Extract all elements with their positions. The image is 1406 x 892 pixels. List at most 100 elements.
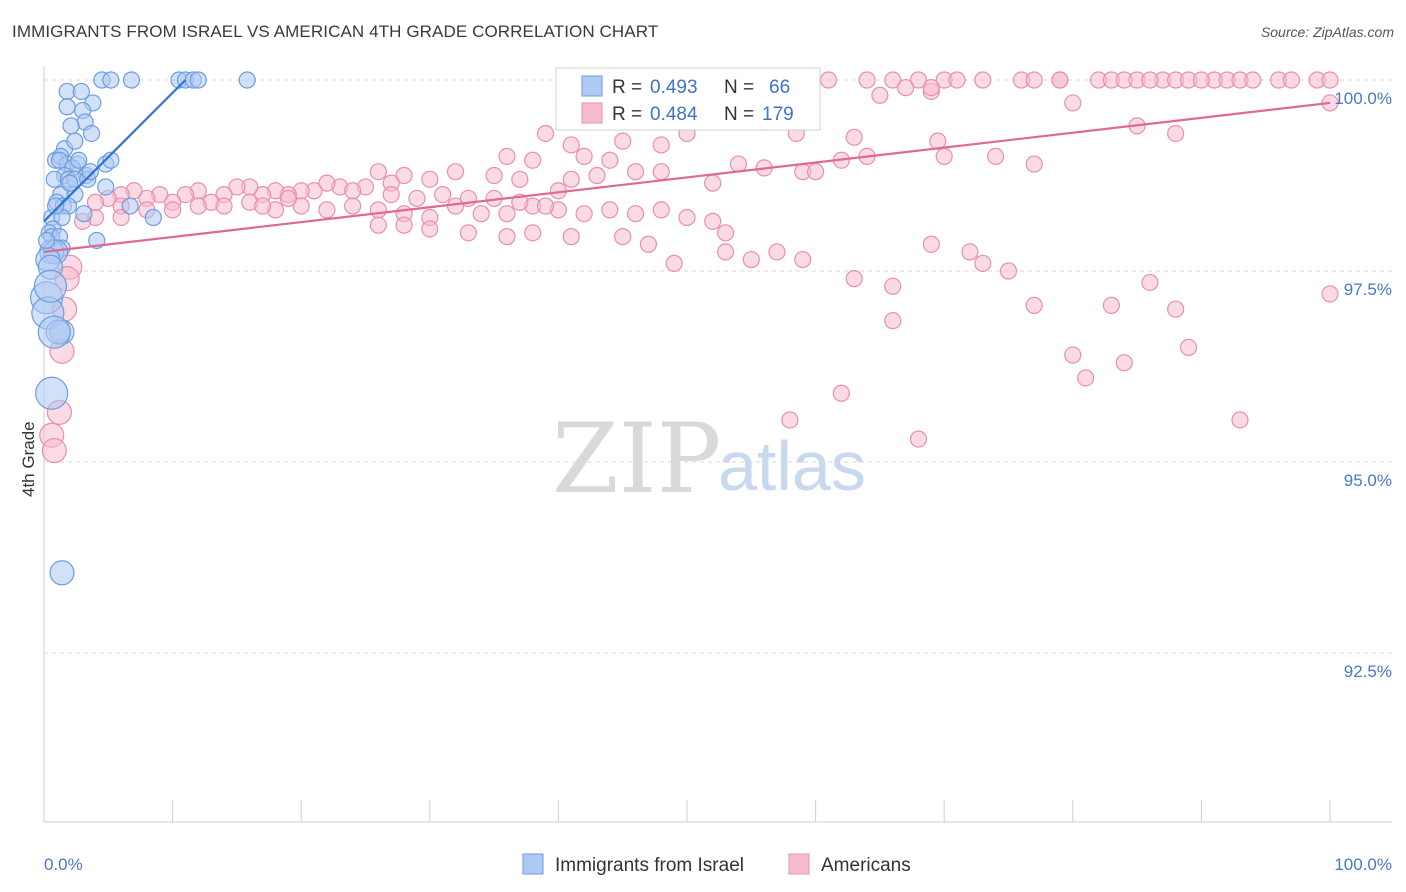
american-point [1179, 338, 1198, 356]
american-point [575, 147, 593, 165]
american-point [716, 243, 735, 261]
american-point [344, 182, 362, 200]
american-point [1025, 296, 1043, 314]
legend-n-value-1: 66 [769, 77, 790, 98]
american-point [369, 163, 387, 181]
american-point [742, 250, 760, 269]
bottom-legend: Immigrants from Israel Americans [522, 853, 911, 876]
american-point [524, 224, 542, 242]
legend-n-label-1: N = [724, 77, 754, 98]
american-point [485, 166, 503, 185]
american-point [318, 174, 336, 192]
american-point [588, 166, 606, 185]
legend-swatch-americans [581, 102, 603, 124]
american-point [1077, 369, 1095, 387]
american-point [729, 155, 748, 173]
israel-point [97, 178, 115, 196]
source-note: Source: ZipAtlas.com [1260, 24, 1394, 40]
american-point [832, 384, 850, 402]
bottom-legend-label-americans: Americans [821, 855, 911, 876]
american-point [86, 193, 105, 211]
israel-point [61, 174, 79, 192]
american-point [279, 189, 297, 208]
american-point [794, 250, 812, 269]
american-point [292, 197, 310, 215]
y-tick-label: 100.0% [1334, 89, 1392, 108]
x-tick-labels: 0.0% 100.0% [44, 855, 1392, 874]
israel-point [144, 208, 162, 227]
bottom-legend-swatch-americans [788, 853, 810, 875]
american-point [922, 235, 940, 253]
american-point [884, 312, 902, 330]
israel-point [62, 117, 80, 135]
legend-n-label-2: N = [724, 104, 754, 125]
israel-point [189, 71, 207, 89]
american-point [935, 147, 953, 165]
american-point [884, 277, 902, 295]
legend-box: R = 0.493 N = 66 R = 0.484 N = 179 [555, 67, 821, 131]
american-point [626, 205, 645, 223]
american-point [1025, 71, 1043, 89]
legend-r-label-1: R = [612, 77, 642, 98]
watermark: ZIP atlas [552, 403, 866, 515]
chart-title: IMMIGRANTS FROM ISRAEL VS AMERICAN 4TH G… [12, 22, 659, 41]
israel-point [81, 163, 99, 181]
israel-point [82, 124, 101, 143]
legend-r-label-2: R = [612, 104, 642, 125]
american-point [1167, 300, 1185, 318]
american-point [999, 262, 1018, 280]
american-point [408, 189, 426, 208]
x-tick-label: 0.0% [44, 855, 83, 874]
y-axis-title: 4th Grade [19, 421, 38, 497]
american-point [369, 201, 387, 219]
american-point [678, 208, 696, 227]
trendlines [43, 79, 1331, 253]
american-point [536, 124, 555, 143]
american-point [498, 205, 516, 223]
american-point [626, 163, 645, 181]
legend-r-value-1: 0.493 [650, 77, 698, 98]
american-point [189, 197, 207, 215]
american-point [871, 86, 889, 104]
american-point [498, 147, 516, 165]
american-point [228, 178, 246, 196]
legend-n-value-2: 179 [762, 104, 794, 125]
american-point [562, 136, 580, 154]
gridlines [44, 79, 1392, 654]
american-point [421, 170, 439, 188]
american-point [1115, 354, 1133, 372]
american-point [652, 163, 670, 181]
american-point [254, 197, 272, 215]
israel-point [75, 205, 93, 223]
israel-point [72, 82, 90, 101]
american-point [498, 228, 516, 246]
american-point [421, 220, 439, 238]
american-point [948, 71, 966, 89]
american-point [639, 235, 658, 253]
watermark-atlas: atlas [718, 427, 866, 505]
israel-point [50, 151, 69, 169]
legend-r-value-2: 0.484 [650, 104, 698, 125]
israel-point [238, 71, 256, 89]
american-point [1321, 71, 1339, 89]
american-point [176, 186, 195, 204]
american-point [318, 201, 336, 219]
american-point [434, 186, 452, 204]
american-point [562, 170, 580, 188]
american-point [395, 166, 413, 185]
american-point [665, 254, 683, 272]
israel-point [35, 376, 69, 410]
american-point [472, 205, 490, 223]
american-point [1025, 155, 1043, 173]
bottom-legend-label-israel: Immigrants from Israel [555, 855, 744, 876]
american-point [845, 128, 863, 146]
american-point [562, 228, 580, 246]
american-point [369, 216, 387, 234]
y-tick-label: 95.0% [1344, 471, 1392, 490]
american-point [164, 201, 182, 219]
american-point [1141, 273, 1159, 292]
american-point [897, 79, 915, 97]
american-point [41, 437, 67, 464]
israel-point [33, 269, 68, 303]
american-point [922, 79, 940, 97]
